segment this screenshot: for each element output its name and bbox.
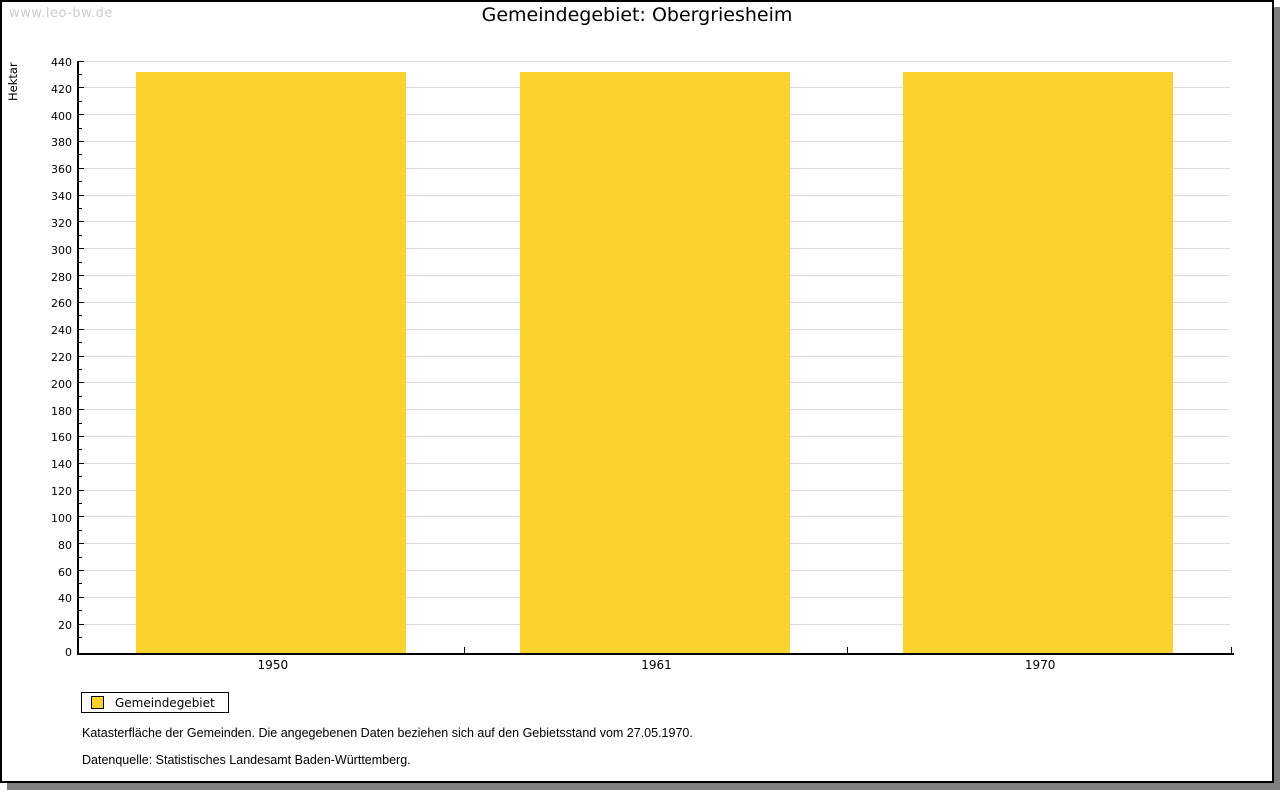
y-minor-tick	[79, 100, 82, 102]
y-minor-tick	[79, 422, 82, 424]
legend-label: Gemeindegebiet	[115, 695, 215, 710]
x-tick-label: 1961	[641, 658, 672, 672]
y-minor-tick	[79, 127, 82, 129]
y-tick-label: 300	[51, 243, 72, 257]
y-major-tick	[79, 87, 84, 89]
y-major-tick	[79, 114, 84, 116]
y-major-tick	[79, 543, 84, 545]
y-minor-tick	[79, 556, 82, 558]
y-minor-tick	[79, 234, 82, 236]
y-minor-tick	[79, 208, 82, 209]
y-minor-tick	[79, 637, 82, 639]
footnote-text: Katasterfläche der Gemeinden. Die angege…	[82, 726, 693, 740]
y-tick-label: 260	[51, 297, 72, 311]
y-minor-tick	[79, 449, 82, 451]
y-tick-label: 340	[51, 190, 72, 204]
x-tick-label: 1950	[257, 658, 289, 672]
x-tick-label: 1970	[1024, 658, 1056, 672]
y-tick-label: 200	[51, 377, 72, 391]
bar	[519, 72, 790, 653]
bar	[135, 72, 406, 653]
y-major-tick	[79, 60, 84, 62]
y-major-tick	[79, 167, 84, 169]
y-tick-label: 360	[51, 163, 72, 177]
y-tick-label: 440	[51, 56, 72, 69]
y-minor-tick	[79, 395, 82, 397]
y-tick-label: 80	[58, 538, 72, 552]
y-tick-label: 100	[51, 511, 72, 525]
y-minor-tick	[79, 583, 82, 585]
x-boundary-tick	[463, 647, 465, 653]
legend: Gemeindegebiet	[81, 692, 229, 713]
y-minor-tick	[79, 73, 82, 75]
y-minor-tick	[79, 342, 82, 344]
y-tick-label: 180	[51, 404, 72, 418]
y-major-tick	[79, 382, 84, 384]
y-minor-tick	[79, 181, 82, 183]
y-tick-label: 280	[51, 270, 72, 284]
y-tick-label: 20	[58, 619, 72, 633]
y-major-tick	[79, 409, 84, 411]
plot-area	[77, 60, 1234, 655]
bar	[903, 72, 1174, 653]
y-tick-label: 140	[51, 458, 72, 472]
y-major-tick	[79, 194, 84, 196]
y-tick-label: 60	[58, 565, 72, 579]
y-major-tick	[79, 248, 84, 250]
x-boundary-tick	[847, 647, 849, 653]
y-tick-label: 400	[51, 109, 72, 123]
y-major-tick	[79, 489, 84, 491]
x-boundary-tick	[1231, 647, 1232, 653]
y-major-tick	[79, 275, 84, 277]
y-tick-label: 240	[51, 324, 72, 338]
y-tick-label: 220	[51, 351, 72, 364]
y-major-tick	[79, 435, 84, 437]
y-major-tick	[79, 516, 84, 518]
chart-title: Gemeindegebiet: Obergriesheim	[481, 4, 793, 26]
y-tick-label: 320	[51, 216, 72, 230]
y-tick-label: 120	[51, 485, 72, 499]
y-tick-label: 40	[58, 592, 72, 606]
y-major-tick	[79, 596, 84, 598]
legend-swatch	[91, 696, 104, 709]
gridline	[79, 60, 1230, 62]
y-minor-tick	[79, 288, 82, 290]
y-minor-tick	[79, 529, 82, 531]
y-major-tick	[79, 355, 84, 357]
y-tick-label: 0	[65, 646, 72, 659]
y-major-tick	[79, 462, 84, 464]
y-minor-tick	[79, 261, 82, 263]
y-major-tick	[79, 140, 84, 142]
y-minor-tick	[79, 315, 82, 317]
y-major-tick	[79, 328, 84, 330]
y-tick-label: 160	[51, 431, 72, 445]
y-major-tick	[79, 301, 84, 303]
y-minor-tick	[79, 503, 82, 504]
y-minor-tick	[79, 154, 82, 156]
y-tick-label: 380	[51, 136, 72, 150]
plot-inner	[79, 60, 1234, 653]
datasource-text: Datenquelle: Statistisches Landesamt Bad…	[82, 753, 411, 767]
y-major-tick	[79, 623, 84, 625]
y-major-tick	[79, 221, 84, 223]
watermark: www.leo-bw.de	[9, 6, 113, 21]
y-minor-tick	[79, 610, 82, 612]
y-minor-tick	[79, 476, 82, 478]
y-major-tick	[79, 570, 84, 572]
y-minor-tick	[79, 368, 82, 370]
y-axis-label: Hektar	[6, 62, 20, 102]
y-tick-label: 420	[51, 82, 72, 96]
